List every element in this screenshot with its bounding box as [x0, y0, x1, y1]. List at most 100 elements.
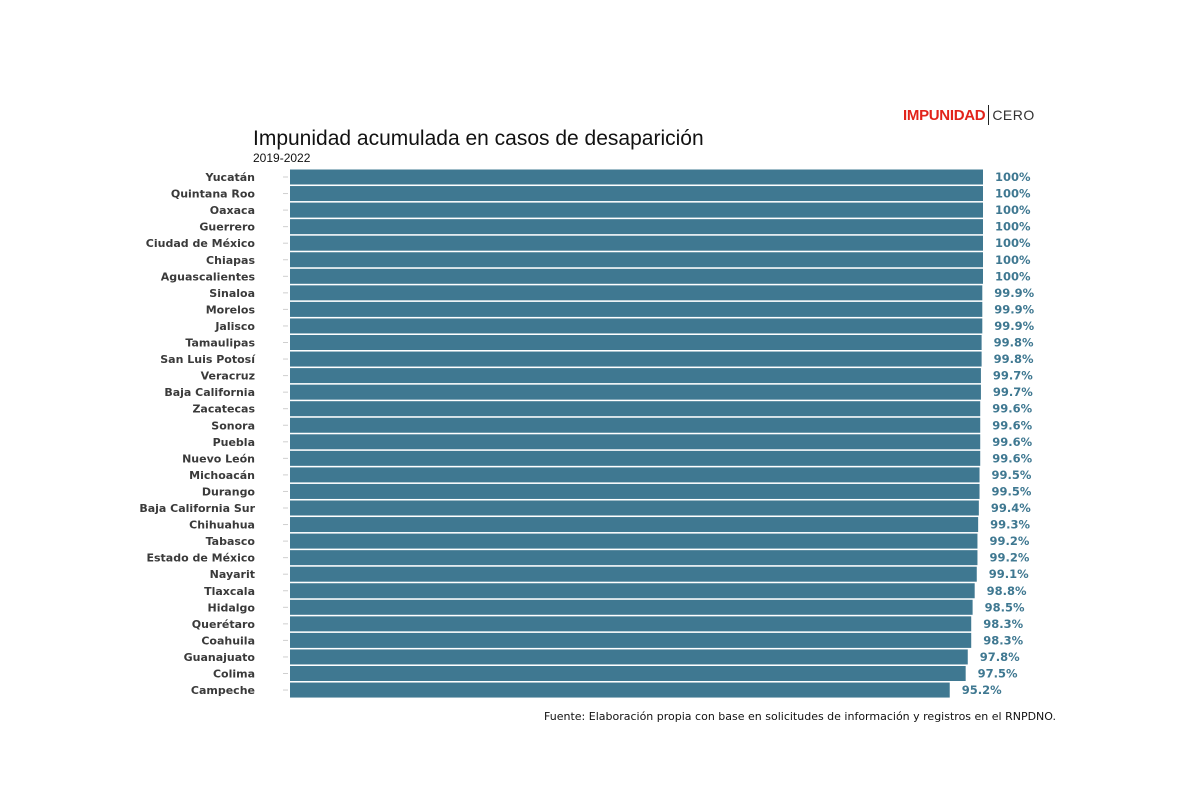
bar [290, 235, 983, 251]
category-label: Tabasco [206, 535, 256, 548]
category-label: Veracruz [201, 370, 255, 383]
value-label: 100% [995, 203, 1031, 217]
category-label: Baja California [164, 386, 255, 399]
category-label: Tlaxcala [204, 585, 255, 598]
value-label: 99.8% [994, 336, 1034, 350]
category-label: Baja California Sur [139, 502, 255, 515]
category-label: Oaxaca [210, 204, 255, 217]
category-label: Nayarit [210, 568, 255, 581]
category-label: Yucatán [205, 171, 255, 184]
value-label: 100% [995, 236, 1031, 250]
bar [290, 566, 977, 582]
value-label: 99.6% [992, 402, 1032, 416]
bar [290, 219, 983, 235]
bar [290, 500, 979, 516]
category-label: Guerrero [199, 221, 255, 234]
bar [290, 666, 966, 681]
value-label: 95.2% [962, 683, 1002, 697]
value-label: 98.5% [985, 600, 1025, 614]
bar [290, 351, 982, 367]
bar [290, 550, 978, 566]
bar [290, 483, 980, 499]
logo-separator [988, 105, 990, 125]
bar [290, 318, 983, 334]
value-label: 99.9% [994, 302, 1034, 316]
category-label: Tamaulipas [185, 337, 255, 350]
bar [290, 517, 979, 533]
bar [290, 268, 983, 284]
value-label: 99.7% [993, 385, 1033, 399]
bar [290, 616, 972, 632]
chart-subtitle: 2019-2022 [253, 151, 311, 165]
category-label: Jalisco [214, 320, 255, 333]
value-label: 99.7% [993, 369, 1033, 383]
value-label: 97.5% [978, 667, 1018, 681]
value-label: 100% [995, 187, 1031, 201]
bar [290, 649, 968, 665]
logo-suffix-text: CERO [992, 107, 1035, 123]
value-label: 99.6% [992, 451, 1032, 465]
source-note: Fuente: Elaboración propia con base en s… [544, 710, 1056, 723]
bar [290, 533, 978, 549]
bar [290, 682, 950, 698]
value-label: 100% [995, 220, 1031, 234]
category-label: Quintana Roo [171, 188, 256, 201]
category-label: Chiapas [206, 254, 255, 267]
bar [290, 186, 983, 202]
bar [290, 301, 983, 317]
category-label: Sinaloa [209, 287, 255, 300]
bar [290, 384, 981, 400]
category-label: Morelos [206, 303, 256, 316]
logo-brand-text: IMPUNIDAD [903, 106, 986, 124]
value-label: 99.4% [991, 501, 1031, 515]
value-label: 98.8% [987, 584, 1027, 598]
category-label: San Luis Potosí [160, 353, 256, 366]
category-label: Aguascalientes [161, 270, 256, 283]
value-label: 99.6% [992, 418, 1032, 432]
bar [290, 434, 981, 450]
category-label: Ciudad de México [146, 237, 256, 250]
bar [290, 169, 983, 185]
brand-logo: IMPUNIDAD CERO [903, 104, 1035, 126]
bar [290, 599, 973, 615]
bar [290, 583, 975, 599]
category-label: Chihuahua [189, 519, 255, 532]
value-label: 99.1% [989, 567, 1029, 581]
category-label: Nuevo León [182, 452, 255, 465]
category-label: Guanajuato [184, 651, 256, 664]
bar [290, 285, 983, 301]
value-label: 97.8% [980, 650, 1020, 664]
value-label: 100% [995, 253, 1031, 267]
bar [290, 335, 982, 350]
value-label: 99.6% [992, 435, 1032, 449]
value-label: 99.9% [994, 286, 1034, 300]
category-label: Sonora [211, 419, 255, 432]
bar [290, 417, 981, 433]
bar [290, 252, 983, 268]
category-label: Estado de México [146, 552, 255, 565]
bar [290, 467, 980, 483]
value-label: 98.3% [983, 633, 1023, 647]
value-label: 99.2% [989, 551, 1029, 565]
bar [290, 401, 981, 417]
value-label: 99.3% [990, 518, 1030, 532]
bar [290, 632, 972, 648]
value-label: 99.2% [989, 534, 1029, 548]
bar [290, 368, 981, 384]
category-label: Hidalgo [208, 601, 256, 614]
value-label: 99.5% [992, 484, 1032, 498]
category-label: Zacatecas [192, 403, 255, 416]
bar [290, 450, 981, 466]
value-label: 99.8% [994, 352, 1034, 366]
category-label: Puebla [213, 436, 255, 449]
category-label: Campeche [191, 684, 255, 697]
category-label: Coahuila [201, 634, 255, 647]
category-label: Colima [213, 668, 255, 681]
value-label: 100% [995, 269, 1031, 283]
value-label: 99.9% [994, 319, 1034, 333]
bar [290, 202, 983, 218]
value-label: 99.5% [992, 468, 1032, 482]
value-label: 100% [995, 170, 1031, 184]
category-label: Querétaro [192, 618, 256, 631]
